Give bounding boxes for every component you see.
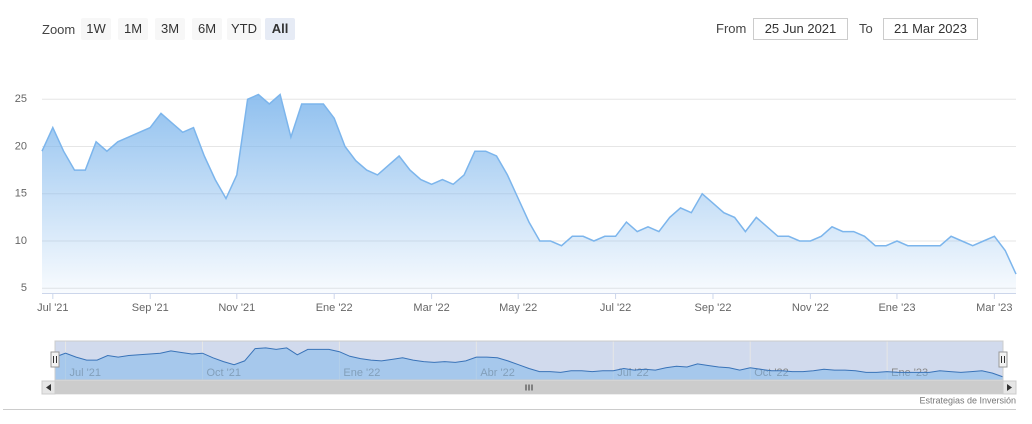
- credits: Estrategias de Inversión: [919, 395, 1016, 405]
- zoom-button[interactable]: 3M: [155, 18, 185, 40]
- x-tick-label: Ene '23: [878, 302, 915, 314]
- zoom-button[interactable]: 1W: [81, 18, 111, 40]
- x-tick-label: May '22: [499, 302, 537, 314]
- handle-grip: [1001, 356, 1005, 363]
- x-tick-label: Sep '21: [132, 302, 169, 314]
- area: [42, 94, 1016, 293]
- y-tick-label: 20: [15, 140, 27, 152]
- x-tick-label: Mar '23: [976, 302, 1012, 314]
- x-tick-label: Nov '22: [792, 302, 829, 314]
- x-tick-label: Nov '21: [218, 302, 255, 314]
- x-tick-label: Jul '21: [37, 302, 68, 314]
- y-tick-label: 15: [15, 188, 27, 200]
- x-tick-label: Sep '22: [694, 302, 731, 314]
- y-tick-label: 25: [15, 93, 27, 105]
- navigator-area: [55, 347, 1003, 380]
- line: [41, 93, 1017, 275]
- zoom-button[interactable]: 1M: [118, 18, 148, 40]
- y-tick-label: 5: [21, 282, 27, 294]
- to-label: To: [859, 21, 873, 36]
- y-tick-label: 10: [15, 235, 27, 247]
- zoom-button[interactable]: 6M: [192, 18, 222, 40]
- navigator-line: [54, 347, 1004, 378]
- navigator-handle[interactable]: [998, 351, 1008, 368]
- zoom-label: Zoom: [42, 22, 76, 37]
- from-label: From: [716, 21, 747, 36]
- x-tick-label: Ene '22: [316, 302, 353, 314]
- grip: [525, 384, 533, 391]
- navigator-handle[interactable]: [50, 351, 60, 368]
- zoom-button[interactable]: YTD: [227, 18, 261, 40]
- from-input[interactable]: 25 Jun 2021: [753, 18, 848, 40]
- x-tick-label: Jul '22: [600, 302, 631, 314]
- arrow: [1007, 384, 1012, 391]
- to-input[interactable]: 21 Mar 2023: [883, 18, 978, 40]
- handle-grip: [53, 356, 57, 363]
- arrow: [46, 384, 51, 391]
- zoom-button[interactable]: All: [265, 18, 295, 40]
- x-tick-label: Mar '22: [413, 302, 449, 314]
